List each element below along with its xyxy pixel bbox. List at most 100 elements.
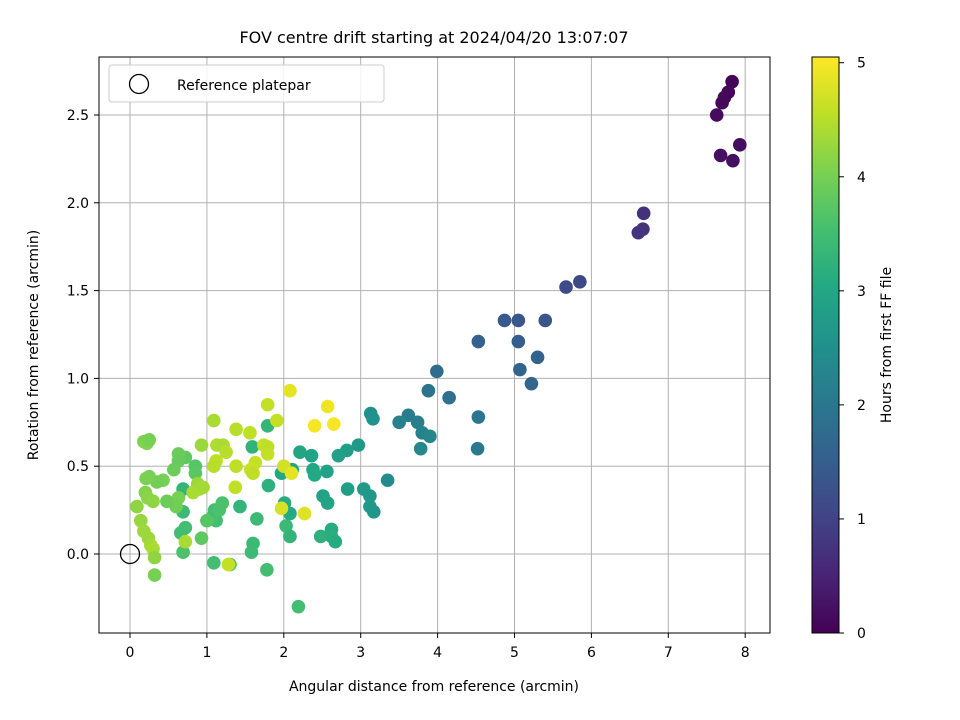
data-point [167,462,181,477]
data-point [559,280,573,294]
data-point [307,419,322,433]
chart-title: FOV centre drift starting at 2024/04/20 … [239,28,628,47]
data-point [313,529,328,544]
data-point [715,95,729,110]
data-point [215,496,230,510]
data-point [511,334,526,349]
data-point [200,513,214,528]
colorbar-tick-label: 2 [857,398,866,414]
data-point [243,426,257,440]
plot-frame [98,56,771,634]
data-point [331,448,346,463]
data-point [636,206,651,221]
data-point [274,501,289,516]
data-point [538,313,553,328]
legend-entry-label: Reference platepar [177,78,311,94]
data-point [279,519,293,533]
colorbar-tick-label: 5 [857,56,866,72]
data-point [380,473,395,488]
y-axis: 0.0 0.5 1.0 1.5 2.0 2.5 [67,108,99,563]
data-point [320,464,334,479]
data-point [228,480,243,495]
data-point [261,478,276,493]
data-point [245,440,260,454]
colorbar-label: Hours from first FF file [879,267,895,423]
data-point [363,489,377,503]
reference-platepar-marker [119,543,141,565]
data-point [244,545,259,560]
data-point [326,417,341,431]
x-axis: 0 1 2 3 4 5 6 7 8 [126,633,750,661]
y-tick-label: 0.5 [67,459,89,475]
data-point [219,445,233,459]
colorbar [811,56,840,634]
legend: Reference platepar [108,64,385,103]
x-tick-label: 5 [510,645,519,661]
data-point [320,496,335,510]
legend-reference-icon [128,73,150,95]
data-point [133,513,148,528]
data-point [246,466,260,481]
colorbar-tick-label: 4 [857,170,866,186]
data-point [250,512,264,526]
colorbar-ticks: 0 1 2 3 4 5 [839,56,866,642]
data-point [221,557,236,572]
data-point [423,429,437,444]
data-point [304,448,319,463]
x-axis-label: Angular distance from reference (arcmin) [289,679,579,695]
data-point [421,383,436,398]
data-point [392,415,406,430]
data-point [229,422,243,437]
data-point [194,438,209,452]
data-point [513,362,527,377]
colorbar-tick-label: 0 [857,626,866,642]
data-point [328,534,343,549]
data-point [725,74,739,89]
data-point [160,494,174,509]
data-point [351,438,366,452]
x-tick-label: 8 [741,645,750,661]
data-point [283,529,297,544]
y-tick-label: 1.5 [67,284,89,300]
data-point [320,399,335,414]
y-tick-label: 2.5 [67,108,89,124]
data-point [366,411,380,426]
data-point [233,499,247,514]
colorbar-tick-label: 3 [857,284,866,300]
data-point [130,499,144,514]
data-point [176,545,190,560]
x-tick-label: 1 [202,645,211,661]
x-tick-label: 7 [664,645,673,661]
data-point [207,413,221,428]
data-point [260,563,274,577]
y-tick-label: 1.0 [67,371,89,387]
y-tick-label: 2.0 [67,196,89,212]
data-point [709,108,724,122]
data-point [260,397,275,412]
grid-lines [99,57,770,633]
data-point [340,482,355,496]
data-point [207,555,221,570]
x-tick-label: 2 [279,645,288,661]
data-point [524,376,539,391]
data-point [293,445,307,459]
data-point [733,138,747,152]
data-point [401,408,416,423]
data-point [471,410,486,424]
data-point [147,568,162,582]
data-point [139,471,153,486]
colorbar-tick-label: 1 [857,512,866,528]
data-point [186,485,200,500]
data-point [410,415,425,430]
data-point [146,494,160,509]
data-point [307,468,322,482]
data-point [207,459,221,474]
data-point [511,313,526,328]
data-point [194,531,209,545]
data-point [297,506,312,521]
data-point [631,225,646,240]
data-point [430,364,444,379]
data-point [573,275,587,289]
data-point [530,350,545,365]
